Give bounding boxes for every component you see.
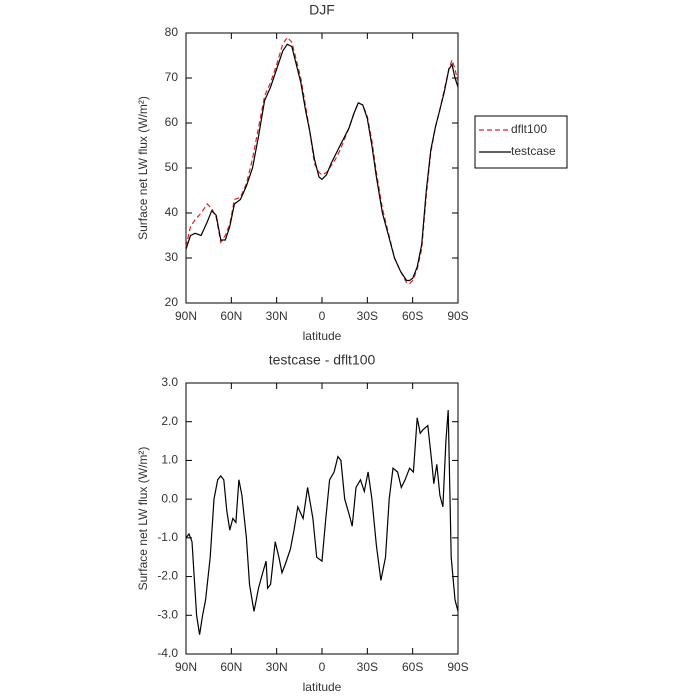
x-tick-label: 90N [175,660,197,674]
y-tick-label: 60 [165,115,179,129]
x-tick-label: 90N [175,309,197,323]
y-tick-label: 20 [165,295,179,309]
plot-frame [185,32,459,304]
x-tick-label: 0 [319,660,326,674]
x-tick-label: 90S [447,309,468,323]
y-tick-label: -1.0 [157,530,178,544]
legend-label: testcase [511,144,556,158]
x-tick-label: 0 [319,309,326,323]
x-tick-label: 60S [402,309,423,323]
y-tick-label: 1.0 [161,453,178,467]
y-tick-label: 3.0 [161,375,178,389]
data-line [185,36,459,285]
x-tick-label: 60S [402,660,423,674]
x-tick-label: 30S [357,309,378,323]
y-axis-label: Surface net LW flux (W/m²) [136,96,150,240]
x-tick-label: 30N [266,309,288,323]
y-tick-label: 50 [165,160,179,174]
chart-title: testcase - dflt100 [269,352,376,368]
x-tick-label: 90S [447,660,468,674]
y-tick-label: 2.0 [161,414,178,428]
y-tick-label: 30 [165,250,179,264]
y-tick-label: 80 [165,25,179,39]
y-tick-label: 40 [165,205,179,219]
y-tick-label: -2.0 [157,569,178,583]
x-tick-label: 60N [220,309,242,323]
y-tick-label: -4.0 [157,646,178,660]
x-axis-label: latitude [303,329,342,343]
x-axis-label: latitude [303,680,342,694]
y-tick-label: 70 [165,70,179,84]
legend-box [474,115,568,169]
chart-title: DJF [309,2,335,18]
legend-label: dflt100 [511,122,547,136]
data-line [185,43,459,282]
x-tick-label: 30N [266,660,288,674]
y-tick-label: -3.0 [157,607,178,621]
y-axis-label: Surface net LW flux (W/m²) [136,447,150,591]
data-line [185,410,459,635]
y-tick-label: 0.0 [161,491,178,505]
x-tick-label: 30S [357,660,378,674]
x-tick-label: 60N [220,660,242,674]
